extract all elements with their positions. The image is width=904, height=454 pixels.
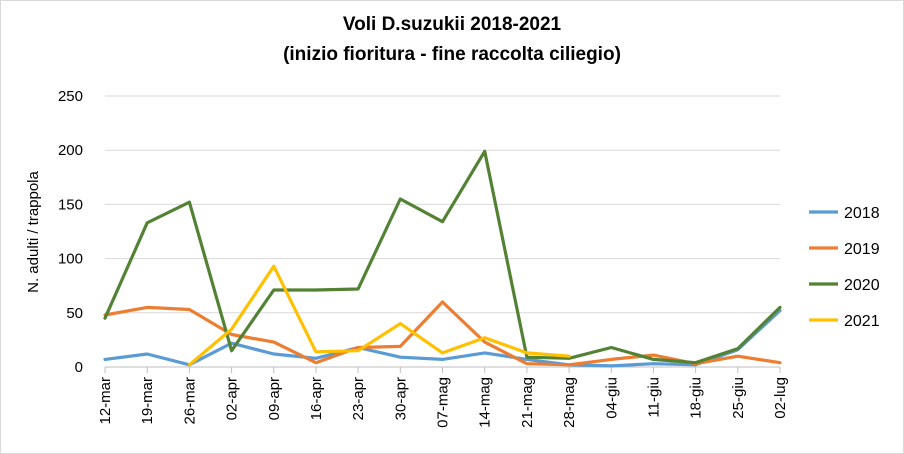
x-tick-label: 23-apr (350, 377, 367, 420)
y-tick-label: 250 (58, 88, 83, 105)
y-tick-labels: 0 50 100 150 200 250 (58, 88, 83, 376)
x-tick-label: 09-apr (266, 377, 283, 420)
legend-label-2020: 2020 (844, 277, 880, 294)
x-tick-label: 04-giu (603, 377, 620, 419)
x-tick-label: 25-giu (730, 377, 747, 419)
legend-label-2018: 2018 (844, 205, 880, 222)
series-line-2018 (103, 309, 782, 368)
x-tick-label: 12-mar (97, 377, 114, 425)
x-tick-label: 02-apr (224, 377, 241, 420)
x-tick-label: 30-apr (392, 377, 409, 420)
legend: 2018 2019 2020 2021 (809, 205, 880, 330)
y-tick-label: 200 (58, 142, 83, 159)
x-tick-labels: 12-mar 19-mar 26-mar 02-apr 09-apr 16-apr 23-a… (97, 367, 789, 428)
x-tick-label: 14-mag (477, 377, 494, 428)
x-tick-label: 07-mag (435, 377, 452, 428)
x-tick-label: 11-giu (645, 377, 662, 418)
x-tick-label: 18-giu (688, 377, 705, 419)
x-tick-label: 19-mar (139, 377, 156, 425)
y-axis-title: N. adulti / trappola (25, 170, 42, 292)
x-tick-label: 26-mar (181, 377, 198, 425)
x-tick-label: 21-mag (519, 377, 536, 428)
y-tick-label: 50 (66, 305, 83, 322)
x-tick-label: 02-lug (772, 377, 789, 419)
x-tick-label: 28-mag (561, 377, 578, 428)
chart-title: Voli D.suzukii 2018-2021 (343, 14, 562, 35)
y-tick-label: 0 (75, 359, 83, 376)
series-lines (103, 149, 782, 368)
legend-label-2021: 2021 (844, 313, 880, 330)
series-line-2019 (103, 300, 782, 367)
y-tick-label: 150 (58, 196, 83, 213)
chart-subtitle: (inizio fioritura - fine raccolta cilieg… (283, 44, 621, 65)
gridlines (105, 95, 780, 368)
series-line-2021 (187, 264, 571, 367)
series-line-2020 (103, 149, 782, 365)
legend-label-2019: 2019 (844, 241, 880, 258)
x-tick-label: 16-apr (308, 377, 325, 420)
y-tick-label: 100 (58, 251, 83, 268)
